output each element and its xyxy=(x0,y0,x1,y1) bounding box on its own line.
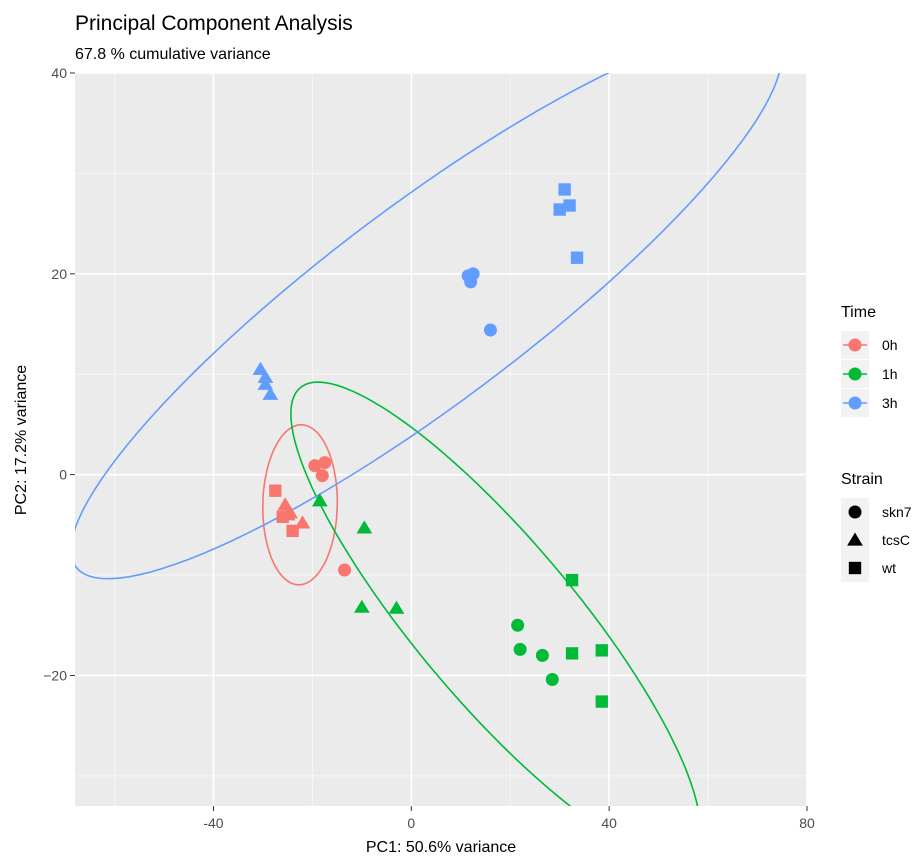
point-0h-skn7 xyxy=(318,456,332,470)
point-0h-skn7 xyxy=(338,563,352,577)
legend-time-marker xyxy=(848,338,862,352)
y-tick-label: −20 xyxy=(43,667,67,683)
legend-time-label: 1h xyxy=(882,366,898,382)
confidence-ellipses xyxy=(75,73,781,806)
legend-strain-label: wt xyxy=(881,560,896,576)
legend-time-marker xyxy=(848,396,862,410)
point-0h-wt xyxy=(269,484,282,497)
ellipse-1h xyxy=(290,381,699,806)
point-0h-skn7 xyxy=(308,459,322,473)
point-3h-tcsC xyxy=(262,386,279,400)
legend-strain-marker xyxy=(847,532,863,546)
point-3h-skn7 xyxy=(483,323,497,337)
legend-strain-title: Strain xyxy=(841,471,883,488)
y-tick-label: 0 xyxy=(59,467,67,483)
point-1h-wt xyxy=(595,644,608,657)
major-gridlines xyxy=(75,72,808,806)
point-3h-tcsC xyxy=(257,369,274,383)
y-tick-label: 40 xyxy=(51,65,67,81)
x-tick-label: -40 xyxy=(203,815,223,831)
x-tick-label: 80 xyxy=(799,815,815,831)
y-tick-label: 20 xyxy=(51,266,67,282)
minor-gridlines xyxy=(75,73,807,806)
chart-subtitle: 67.8 % cumulative variance xyxy=(75,46,271,63)
point-1h-skn7 xyxy=(511,618,525,632)
axes: -40 0 40 80 −20 0 20 40 xyxy=(43,65,815,831)
point-1h-tcsC xyxy=(311,493,328,507)
point-3h-wt xyxy=(563,199,576,212)
point-0h-wt xyxy=(276,510,289,523)
legend-strain-marker xyxy=(848,505,862,519)
legend-time-title: Time xyxy=(841,304,876,321)
point-1h-skn7 xyxy=(513,642,527,656)
x-tick-label: 40 xyxy=(601,815,617,831)
data-points xyxy=(252,183,608,708)
x-axis-label: PC1: 50.6% variance xyxy=(366,839,516,856)
point-3h-tcsC xyxy=(257,376,274,390)
point-1h-wt xyxy=(595,695,608,708)
legend-strain-label: skn7 xyxy=(882,504,912,520)
point-1h-tcsC xyxy=(354,599,370,613)
legend-time-marker xyxy=(848,367,862,381)
point-3h-skn7 xyxy=(464,275,478,289)
legend-strain-label: tcsC xyxy=(882,532,910,548)
legend-strain-marker xyxy=(848,561,862,575)
point-0h-wt xyxy=(286,524,299,538)
legend-time-label: 0h xyxy=(882,337,898,353)
plot-panel xyxy=(75,73,807,806)
legend-time-label: 3h xyxy=(882,395,898,411)
point-1h-tcsC xyxy=(356,520,373,534)
point-1h-wt xyxy=(565,573,579,587)
point-1h-skn7 xyxy=(535,648,549,662)
point-3h-wt xyxy=(553,203,566,216)
ellipse-3h xyxy=(75,73,781,580)
point-0h-skn7 xyxy=(315,469,329,483)
point-1h-tcsC xyxy=(388,600,405,614)
point-1h-skn7 xyxy=(545,672,559,686)
point-3h-wt xyxy=(570,251,584,264)
y-axis-label: PC2: 17.2% variance xyxy=(13,365,30,515)
point-3h-wt xyxy=(558,183,571,196)
ellipse-0h xyxy=(262,424,339,586)
point-1h-wt xyxy=(565,647,579,660)
chart-title: Principal Component Analysis xyxy=(75,12,353,35)
legend: Time Strain 0h 1h 3h skn7 tcsC wt xyxy=(841,304,912,582)
x-tick-label: 0 xyxy=(407,815,415,831)
